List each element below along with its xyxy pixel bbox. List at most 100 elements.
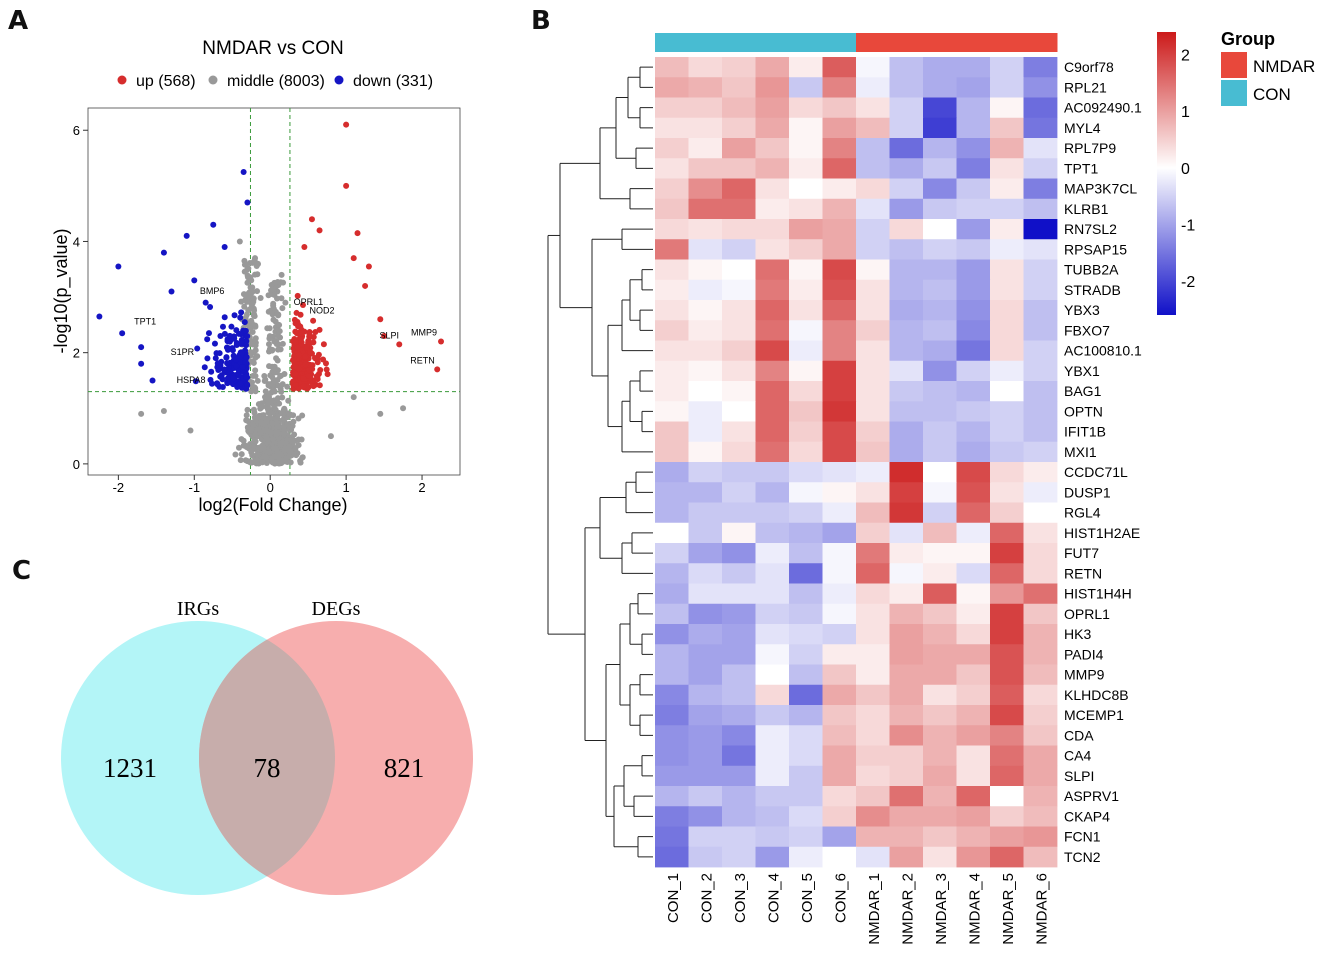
heatmap-cell	[1023, 583, 1058, 605]
row-label: MMP9	[1064, 667, 1105, 683]
heatmap-cell	[889, 259, 924, 281]
heatmap-cell	[856, 462, 890, 483]
heatmap-cell	[789, 178, 823, 200]
heatmap-cell	[956, 502, 991, 524]
heatmap-cell	[990, 583, 1024, 605]
middle-point	[282, 299, 289, 306]
heatmap-cell	[722, 482, 756, 503]
heatmap-cell	[889, 117, 924, 139]
x-tick-label: 2	[418, 480, 425, 495]
up-point	[292, 339, 299, 346]
heatmap-cell	[655, 259, 689, 281]
heatmap-cell	[990, 543, 1024, 564]
up-point	[316, 382, 323, 389]
heatmap-cell	[956, 97, 991, 119]
up-point	[292, 370, 299, 377]
heatmap-cell	[990, 401, 1024, 422]
down-point	[202, 299, 209, 306]
heatmap-cell	[1023, 745, 1058, 767]
heatmap-cell	[822, 219, 857, 240]
heatmap-cell	[1023, 259, 1058, 281]
heatmap-cell	[956, 603, 991, 625]
heatmap-cell	[722, 421, 756, 443]
down-point	[223, 354, 230, 361]
heatmap-cell	[889, 138, 924, 159]
middle-point	[276, 328, 283, 335]
heatmap-cell	[889, 158, 924, 179]
heatmap-cell	[722, 441, 756, 463]
middle-point	[268, 389, 275, 396]
heatmap-cell	[755, 441, 790, 463]
heatmap-cell	[789, 340, 823, 362]
heatmap-cell	[755, 786, 790, 807]
down-point	[168, 288, 175, 295]
row-label: HIST1H2AE	[1064, 525, 1140, 541]
heatmap-cell	[688, 97, 723, 119]
row-label: CKAP4	[1064, 808, 1110, 824]
heatmap-cell	[755, 583, 790, 605]
middle-point	[279, 305, 286, 312]
heatmap-cell	[688, 603, 723, 625]
middle-point	[279, 394, 286, 401]
heatmap-cell	[822, 421, 857, 443]
heatmap-cell	[923, 239, 957, 260]
gene-label: NOD2	[310, 305, 335, 315]
middle-point	[295, 415, 302, 422]
heatmap-cell	[923, 401, 957, 422]
heatmap-cell	[889, 198, 924, 220]
up-point	[313, 373, 320, 380]
row-label: MCEMP1	[1064, 707, 1124, 723]
heatmap-cell	[789, 381, 823, 402]
row-label: RETN	[1064, 565, 1102, 581]
heatmap-cell	[889, 543, 924, 564]
middle-point	[269, 286, 276, 293]
heatmap-cell	[923, 259, 957, 281]
heatmap-cell	[789, 97, 823, 119]
gene-label: TPT1	[134, 316, 156, 326]
heatmap-cell	[722, 583, 756, 605]
heatmap-cell	[1023, 624, 1058, 645]
heatmap-cell	[990, 158, 1024, 179]
heatmap-cell	[655, 117, 689, 139]
heatmap-cell	[789, 644, 823, 665]
heatmap-cell	[1023, 705, 1058, 726]
venn-count-irgs-only: 1231	[103, 753, 157, 783]
heatmap-cell	[755, 765, 790, 787]
middle-point	[263, 396, 270, 403]
heatmap-cell	[923, 219, 957, 240]
heatmap-cell	[956, 219, 991, 240]
heatmap-cell	[990, 765, 1024, 787]
middle-point	[281, 405, 288, 412]
heatmap-cell	[889, 219, 924, 240]
middle-point	[238, 298, 245, 305]
middle-point	[287, 448, 294, 455]
down-point	[217, 333, 224, 340]
heatmap-cell	[655, 664, 689, 686]
heatmap-cell	[856, 684, 890, 706]
heatmap-cell	[722, 826, 756, 848]
row-label: RPL21	[1064, 79, 1107, 95]
heatmap-cell	[755, 57, 790, 78]
heatmap-cell	[789, 138, 823, 159]
heatmap-cell	[722, 543, 756, 564]
colorbar-tick-label: 2	[1181, 48, 1190, 65]
gene-label: HSPA8	[177, 375, 206, 385]
heatmap-cell	[990, 745, 1024, 767]
middle-point	[252, 431, 259, 438]
x-tick-label: -2	[113, 480, 125, 495]
middle-point	[250, 295, 257, 302]
group-annotation-cell	[956, 33, 991, 52]
heatmap-cell	[822, 117, 857, 139]
heatmap-cell	[956, 786, 991, 807]
heatmap-cell	[1023, 239, 1058, 260]
heatmap-cell	[856, 522, 890, 544]
heatmap-cell	[889, 421, 924, 443]
heatmap-cell	[755, 300, 790, 321]
up-point	[300, 383, 307, 390]
heatmap-cell	[923, 522, 957, 544]
row-label: TUBB2A	[1064, 262, 1119, 278]
down-point	[224, 375, 231, 382]
colorbar-tick-label: 1	[1181, 104, 1190, 121]
y-tick-label: 4	[73, 234, 80, 249]
heatmap-cell	[956, 259, 991, 281]
